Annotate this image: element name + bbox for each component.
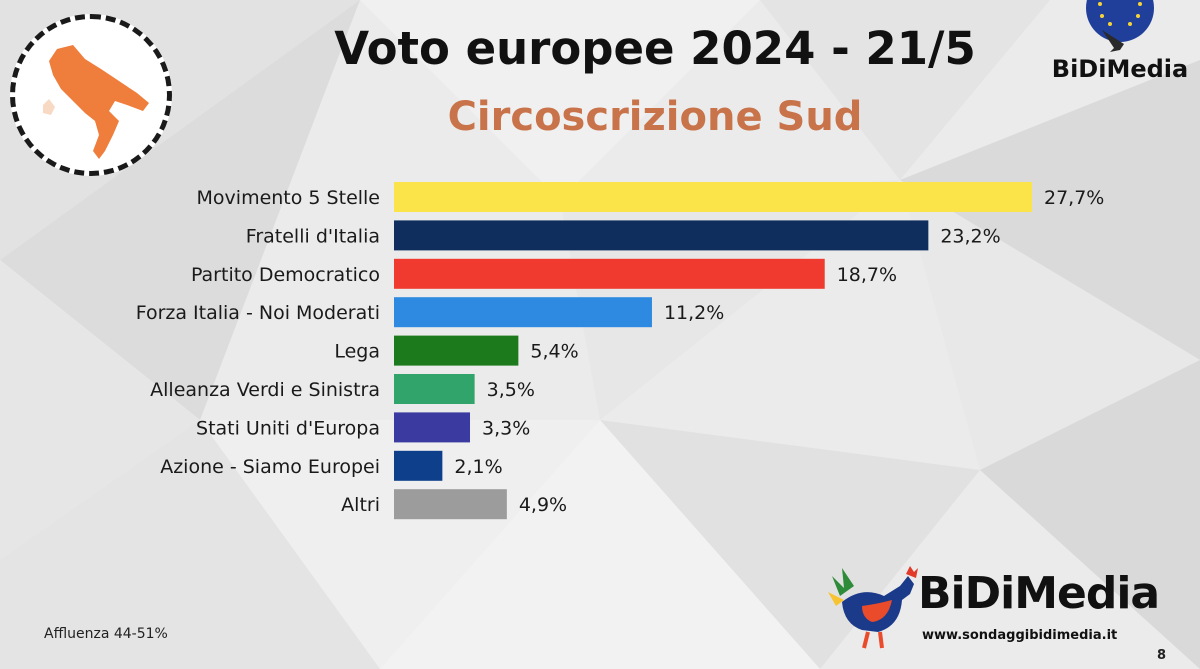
- bar: [394, 258, 825, 289]
- value-label: 5,4%: [530, 341, 578, 363]
- category-label: Lega: [334, 341, 380, 363]
- value-label: 11,2%: [664, 302, 724, 324]
- bottom-logo-text: BiDiMedia: [918, 568, 1160, 619]
- bar: [394, 374, 475, 404]
- value-label: 27,7%: [1044, 187, 1104, 209]
- southern-italy-map-icon: [43, 45, 149, 159]
- page-number: 8: [1157, 648, 1167, 663]
- category-label: Azione - Siamo Europei: [160, 456, 380, 478]
- category-label: Stati Uniti d'Europa: [196, 417, 380, 439]
- bar: [394, 450, 443, 481]
- bar: [394, 335, 519, 366]
- page-title: Voto europee 2024 - 21/5: [334, 22, 976, 75]
- category-label: Fratelli d'Italia: [246, 225, 380, 247]
- category-label: Movimento 5 Stelle: [197, 187, 380, 209]
- value-label: 23,2%: [940, 225, 1000, 247]
- value-label: 3,5%: [487, 379, 535, 401]
- page-subtitle: Circoscrizione Sud: [447, 94, 863, 140]
- value-label: 4,9%: [519, 494, 567, 516]
- bottom-logo-url: www.sondaggibidimedia.it: [922, 628, 1118, 643]
- category-label: Alleanza Verdi e Sinistra: [150, 379, 380, 401]
- value-label: 18,7%: [837, 264, 897, 286]
- bar: [394, 182, 1032, 212]
- rooster-icon: [828, 566, 918, 649]
- bar: [394, 412, 471, 443]
- eu-stars-chicken-icon: [1086, 0, 1154, 52]
- category-label: Forza Italia - Noi Moderati: [136, 302, 380, 324]
- category-label: Altri: [341, 494, 380, 516]
- bar: [394, 489, 507, 520]
- value-label: 2,1%: [454, 456, 502, 478]
- region-map-badge: [10, 14, 172, 176]
- turnout-note: Affluenza 44-51%: [44, 626, 168, 642]
- bar: [394, 297, 652, 328]
- bar: [394, 220, 929, 251]
- top-logo-text: BiDiMedia: [1051, 55, 1189, 83]
- bar-chart: Movimento 5 Stelle 27,7% Fratelli d'Italia…: [136, 182, 1104, 520]
- category-label: Partito Democratico: [191, 264, 380, 286]
- value-label: 3,3%: [482, 417, 530, 439]
